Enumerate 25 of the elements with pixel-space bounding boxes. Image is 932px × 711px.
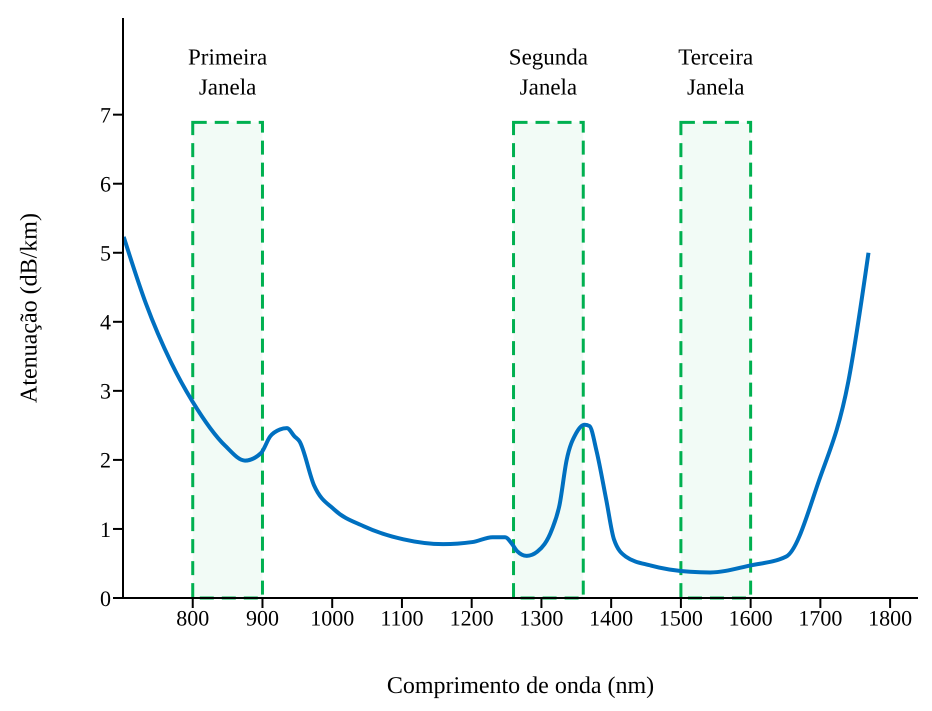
y-tick-label: 7 bbox=[100, 102, 111, 128]
x-tick-label: 1700 bbox=[798, 606, 842, 631]
x-tick-label: 1100 bbox=[380, 606, 424, 631]
line-series bbox=[123, 234, 870, 574]
y-tick-label: 0 bbox=[100, 586, 111, 611]
y-tick-label: 4 bbox=[100, 310, 111, 335]
x-tick-label: 1800 bbox=[868, 606, 912, 631]
y-axis-title: Atenuação (dB/km) bbox=[16, 213, 43, 403]
y-tick-label: 5 bbox=[100, 240, 111, 266]
x-tick-label: 1500 bbox=[658, 606, 703, 631]
x-tick-label: 1600 bbox=[728, 606, 773, 631]
x-tick-label: 800 bbox=[176, 606, 210, 631]
x-tick-label: 900 bbox=[246, 606, 279, 631]
x-tick-label: 1000 bbox=[310, 606, 354, 631]
x-tick-label: 1200 bbox=[450, 606, 494, 631]
y-tick-label: 1 bbox=[100, 516, 111, 542]
band-label: Primeira Janela bbox=[188, 44, 268, 100]
x-tick-label: 1300 bbox=[519, 606, 564, 631]
band-label: Segunda Janela bbox=[508, 44, 588, 100]
y-tick-label: 3 bbox=[100, 378, 111, 404]
y-tick-label: 6 bbox=[100, 172, 111, 197]
x-axis-title: Comprimento de onda (nm) bbox=[386, 673, 654, 699]
band-label: Terceira Janela bbox=[678, 44, 754, 100]
x-tick-label: 1400 bbox=[589, 606, 634, 631]
y-tick-label: 2 bbox=[100, 448, 111, 473]
